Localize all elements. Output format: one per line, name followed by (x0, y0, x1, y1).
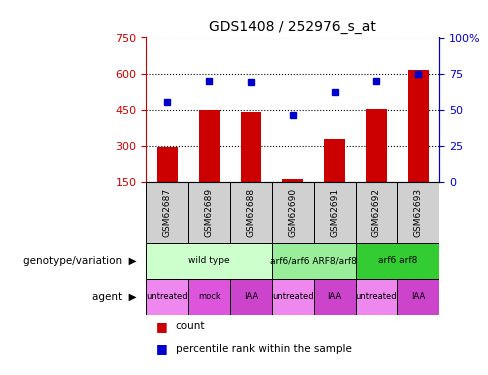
Text: GSM62692: GSM62692 (372, 188, 381, 237)
Text: GSM62693: GSM62693 (414, 188, 423, 237)
Bar (397, 279, 439, 315)
Bar (146, 279, 188, 315)
Bar (272, 182, 314, 243)
Text: wild type: wild type (188, 256, 230, 265)
Bar (356, 243, 439, 279)
Text: GSM62690: GSM62690 (288, 188, 297, 237)
Text: ■: ■ (156, 320, 168, 333)
Bar (356, 182, 397, 243)
Text: arf6 arf8: arf6 arf8 (378, 256, 417, 265)
Bar (146, 182, 188, 243)
Bar (314, 279, 356, 315)
Text: IAA: IAA (327, 292, 342, 302)
Bar (188, 279, 230, 315)
Text: IAA: IAA (411, 292, 426, 302)
Text: GSM62688: GSM62688 (246, 188, 256, 237)
Bar (283, 179, 303, 218)
Bar (241, 112, 262, 218)
Text: agent  ▶: agent ▶ (92, 292, 137, 302)
Bar (324, 139, 345, 218)
Bar (356, 279, 397, 315)
Text: untreated: untreated (356, 292, 397, 302)
Bar (272, 279, 314, 315)
Text: IAA: IAA (244, 292, 258, 302)
Text: percentile rank within the sample: percentile rank within the sample (176, 344, 351, 354)
Text: mock: mock (198, 292, 221, 302)
Bar (157, 147, 178, 218)
Text: genotype/variation  ▶: genotype/variation ▶ (23, 256, 137, 266)
Bar (272, 243, 356, 279)
Bar (199, 110, 220, 218)
Text: GSM62689: GSM62689 (204, 188, 214, 237)
Text: untreated: untreated (272, 292, 314, 302)
Title: GDS1408 / 252976_s_at: GDS1408 / 252976_s_at (209, 20, 376, 34)
Text: GSM62691: GSM62691 (330, 188, 339, 237)
Text: ■: ■ (156, 342, 168, 355)
Text: count: count (176, 321, 205, 331)
Bar (146, 243, 272, 279)
Bar (230, 279, 272, 315)
Bar (408, 70, 429, 218)
Bar (188, 182, 230, 243)
Bar (230, 182, 272, 243)
Bar (314, 182, 356, 243)
Bar (366, 109, 387, 218)
Text: arf6/arf6 ARF8/arf8: arf6/arf6 ARF8/arf8 (270, 256, 357, 265)
Text: untreated: untreated (146, 292, 188, 302)
Bar (397, 182, 439, 243)
Text: GSM62687: GSM62687 (163, 188, 172, 237)
